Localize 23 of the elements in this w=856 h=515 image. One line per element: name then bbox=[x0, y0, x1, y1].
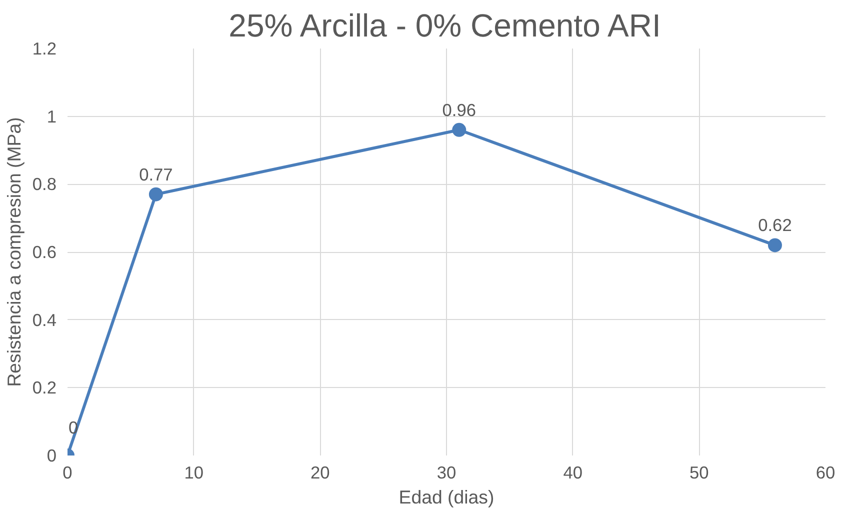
x-tick-label: 50 bbox=[690, 462, 709, 482]
y-axis-title: Resistencia a compresion (MPa) bbox=[3, 117, 24, 387]
data-label: 0.96 bbox=[442, 100, 476, 120]
x-tick-label: 30 bbox=[436, 462, 456, 482]
x-tick-label: 20 bbox=[310, 462, 330, 482]
x-tick-label: 40 bbox=[563, 462, 582, 482]
y-tick-label: 1 bbox=[46, 106, 57, 126]
y-tick-label: 0.4 bbox=[32, 310, 57, 330]
chart-title: 25% Arcilla - 0% Cemento ARI bbox=[228, 8, 661, 44]
data-label: 0.62 bbox=[758, 215, 792, 236]
y-tick-label: 0.2 bbox=[32, 378, 57, 398]
x-tick-label: 10 bbox=[184, 462, 204, 482]
y-tick-label: 0.6 bbox=[32, 242, 57, 262]
x-axis-title: Edad (dias) bbox=[398, 486, 494, 508]
data-label: 0.77 bbox=[139, 164, 173, 184]
y-tick-label: 1.2 bbox=[32, 38, 57, 58]
y-tick-label: 0 bbox=[46, 446, 57, 466]
x-tick-label: 60 bbox=[816, 462, 836, 482]
x-tick-label: 0 bbox=[62, 462, 72, 482]
point bbox=[768, 238, 782, 252]
point bbox=[148, 187, 163, 202]
y-tick-label: 0.8 bbox=[32, 174, 57, 194]
point bbox=[452, 122, 466, 137]
